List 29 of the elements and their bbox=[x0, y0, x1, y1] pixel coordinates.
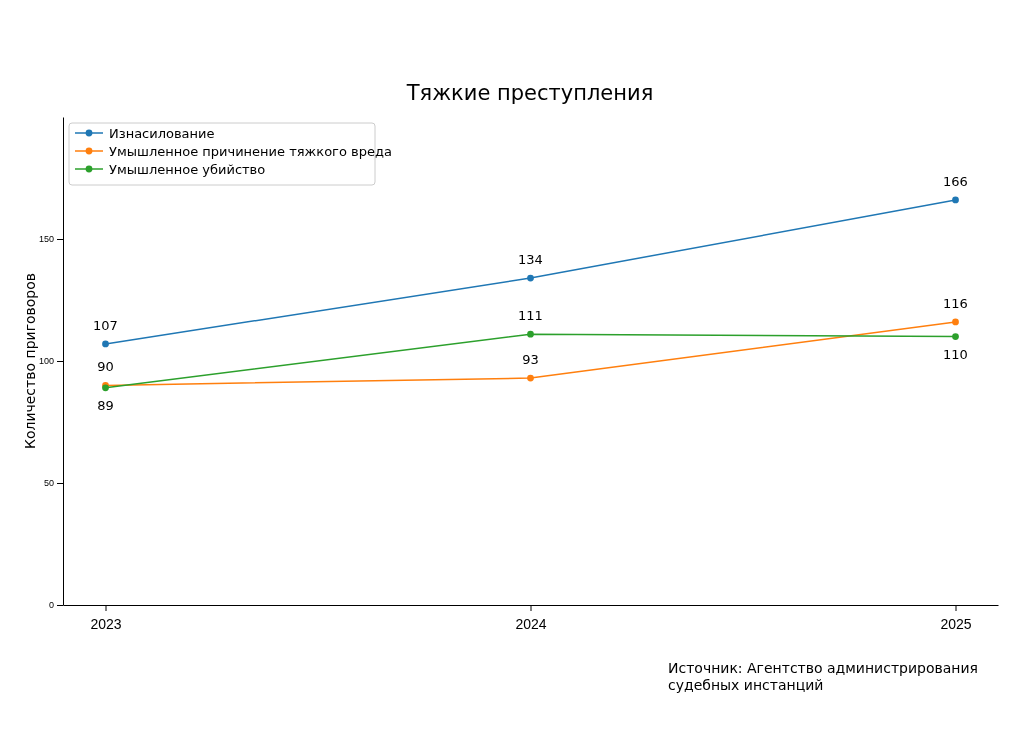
chart-title: Тяжкие преступления bbox=[405, 81, 654, 105]
data-label: 90 bbox=[97, 359, 114, 375]
y-tick-label: 100 bbox=[38, 356, 54, 367]
legend-label: Изнасилование bbox=[109, 125, 215, 141]
point bbox=[527, 374, 534, 382]
point bbox=[527, 330, 534, 338]
point bbox=[952, 318, 959, 326]
x-tick-label: 2025 bbox=[940, 616, 972, 633]
text: Источник: Агентство администрирования судебных инстанций bbox=[668, 660, 978, 694]
y-tick-label: 150 bbox=[38, 234, 54, 245]
y-tick-label: 0 bbox=[48, 600, 54, 611]
y-axis-title: Количество приговоров bbox=[22, 272, 38, 450]
data-label: 93 bbox=[522, 352, 539, 368]
point bbox=[952, 333, 959, 340]
point bbox=[102, 340, 109, 348]
legend-label: Умышленное убийство bbox=[109, 161, 266, 177]
point bbox=[952, 196, 959, 204]
data-label: 111 bbox=[518, 308, 543, 324]
data-label: 134 bbox=[518, 252, 543, 268]
data-label: 110 bbox=[943, 346, 968, 362]
x-tick-label: 2023 bbox=[90, 616, 122, 633]
data-label: 89 bbox=[97, 397, 114, 413]
legend-label: Умышленное причинение тяжкого вреда bbox=[109, 143, 392, 159]
x-tick-label: 2024 bbox=[515, 616, 547, 633]
data-label: 116 bbox=[943, 295, 968, 311]
y-tick-label: 50 bbox=[43, 478, 54, 489]
point bbox=[527, 274, 534, 282]
data-label: 166 bbox=[943, 173, 968, 189]
data-label: 107 bbox=[93, 317, 118, 333]
